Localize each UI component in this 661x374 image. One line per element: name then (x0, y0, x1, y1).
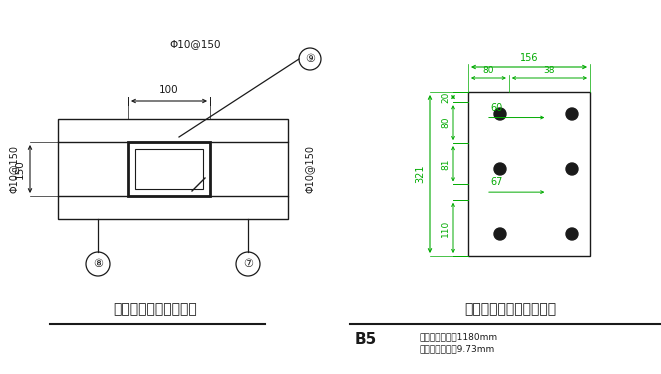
Text: 拱板配筋图（变更后）: 拱板配筋图（变更后） (113, 302, 197, 316)
Bar (58, 119, 288, 142)
Text: 保护层实测尺則9.73mm: 保护层实测尺則9.73mm (420, 344, 495, 353)
Text: 321: 321 (415, 165, 425, 183)
Bar (128, 142, 210, 196)
Bar (58, 196, 288, 219)
Text: 67: 67 (490, 177, 502, 187)
Text: 挡板钉筋定位实际测量图: 挡板钉筋定位实际测量图 (464, 302, 556, 316)
Text: 150: 150 (15, 159, 25, 179)
Text: 20: 20 (441, 91, 450, 103)
Text: 60: 60 (490, 102, 502, 113)
Text: 80: 80 (441, 117, 450, 128)
Text: 110: 110 (441, 219, 450, 236)
Text: 80: 80 (483, 66, 494, 75)
Text: B5: B5 (355, 332, 377, 347)
Text: 156: 156 (520, 53, 538, 63)
Text: 100: 100 (159, 85, 179, 95)
Text: ⑨: ⑨ (305, 54, 315, 64)
Bar (135, 149, 203, 189)
Circle shape (566, 108, 578, 120)
Text: ⑦: ⑦ (243, 259, 253, 269)
Text: 81: 81 (441, 158, 450, 169)
Text: ⑧: ⑧ (93, 259, 103, 269)
Bar (468, 92, 590, 256)
Circle shape (566, 228, 578, 240)
Circle shape (494, 108, 506, 120)
Text: 挡板取样长度瀄1180mm: 挡板取样长度瀄1180mm (420, 332, 498, 341)
Text: Φ10@150: Φ10@150 (305, 145, 315, 193)
Circle shape (494, 163, 506, 175)
Text: 38: 38 (544, 66, 555, 75)
Circle shape (566, 163, 578, 175)
Text: Φ10@150: Φ10@150 (9, 145, 19, 193)
Circle shape (494, 228, 506, 240)
Text: Φ10@150: Φ10@150 (169, 39, 221, 49)
